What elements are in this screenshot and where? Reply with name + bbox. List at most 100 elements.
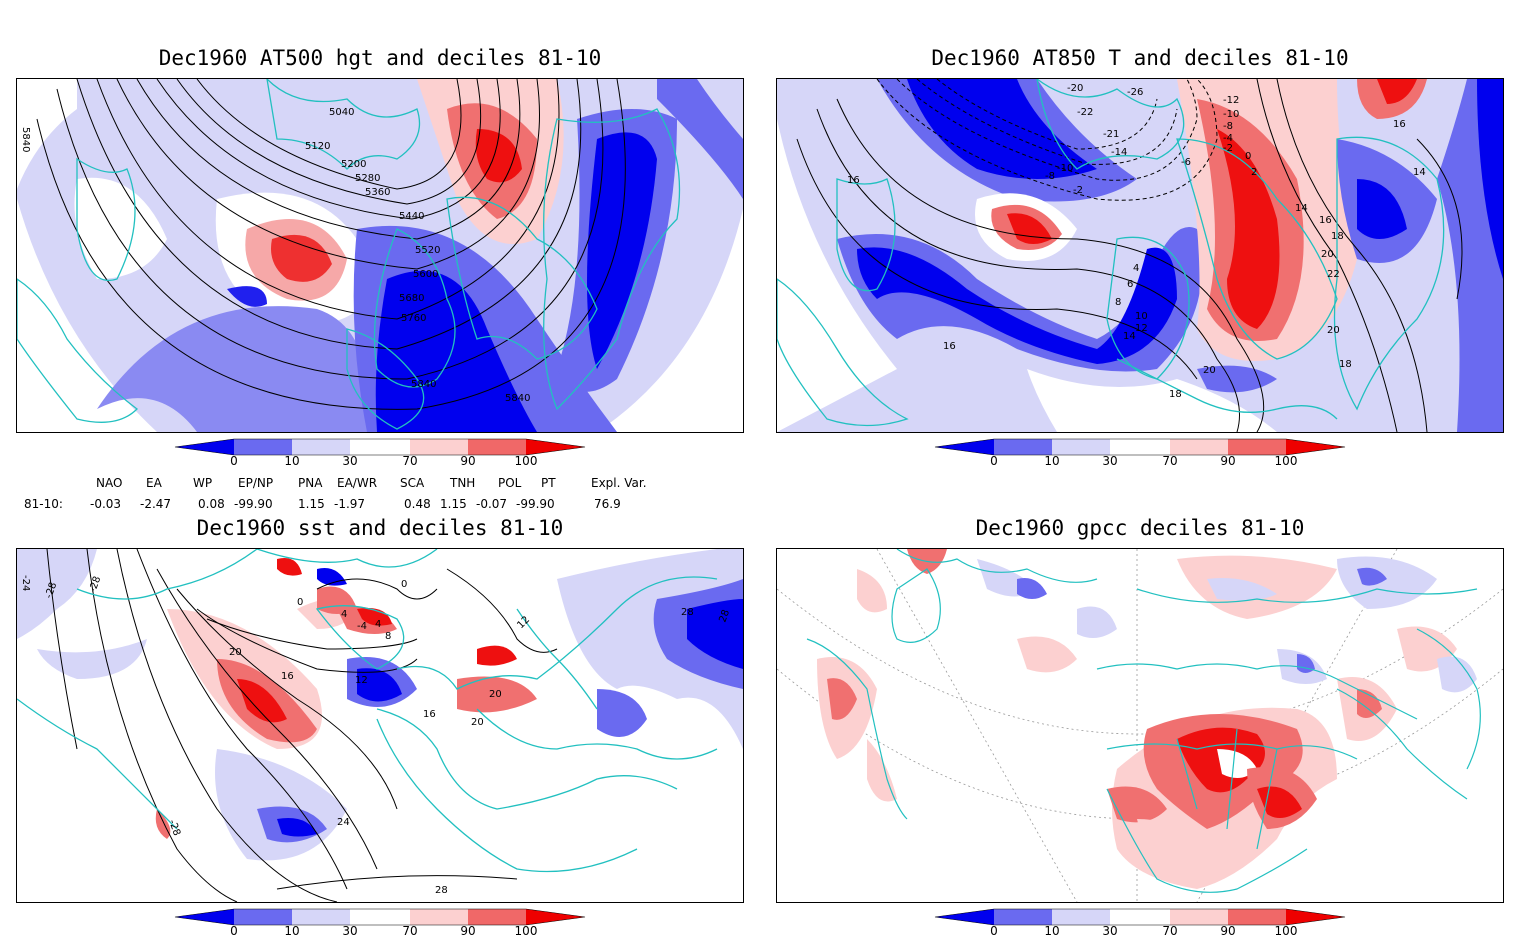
- t-label-17: 14: [1295, 203, 1308, 214]
- cbar-seg-2: [1052, 909, 1110, 925]
- cbar-seg-1: [994, 909, 1052, 925]
- sst-label-20: -28: [166, 818, 182, 837]
- cbar-seg-4: [1170, 909, 1228, 925]
- hgt-label-5680: 5680: [399, 293, 424, 304]
- cbar-tick-10: 10: [1044, 924, 1060, 938]
- cbar-tick-10: 10: [284, 924, 300, 938]
- cbar-tick-100: 100: [1274, 454, 1298, 468]
- cbar-seg-5: [1228, 909, 1286, 925]
- t-label-31: 6: [1127, 279, 1133, 290]
- cbar-seg-0: [935, 439, 994, 455]
- panel-4-title: Dec1960 gpcc deciles 81-10: [975, 516, 1305, 540]
- t-label-11: -6: [1181, 157, 1191, 168]
- t-label-22: 22: [1327, 269, 1340, 280]
- index-value-pt: -99.90: [516, 497, 555, 511]
- t-label-29: 10: [1135, 311, 1148, 322]
- t-label-2: -26: [1127, 87, 1143, 98]
- cbar-seg-6: [1286, 909, 1345, 925]
- index-header-pna: PNA: [298, 476, 323, 490]
- cbar-tick-30: 30: [342, 454, 358, 468]
- index-value-nao: -0.03: [90, 497, 122, 511]
- t-label-14: -10: [1057, 163, 1073, 174]
- index-header-wp: WP: [193, 476, 213, 490]
- index-header-ea: EA: [146, 476, 162, 490]
- hgt-label-5200: 5200: [341, 159, 366, 170]
- t-label-28: 12: [1135, 323, 1148, 334]
- cbar-seg-4: [410, 909, 468, 925]
- t-label-6: -8: [1223, 121, 1233, 132]
- t-label-27: 14: [1123, 331, 1136, 342]
- sst-label-14: 20: [489, 689, 502, 700]
- sst-label-10: 16: [281, 671, 294, 682]
- t-label-20: 18: [1331, 231, 1344, 242]
- t-label-10: 2: [1251, 167, 1257, 178]
- index-header-pol: POL: [498, 476, 522, 490]
- t-label-5: -10: [1223, 109, 1239, 120]
- colorbar-panel-2: 0 10 30 70 90 100: [930, 438, 1350, 470]
- sst-label-1: -24: [20, 575, 31, 591]
- cbar-seg-6: [1286, 439, 1345, 455]
- hgt-label-5840-c: 5840: [20, 127, 31, 152]
- cbar-tick-100: 100: [514, 924, 538, 938]
- t-label-12: -14: [1111, 147, 1127, 158]
- cbar-tick-0: 0: [230, 924, 238, 938]
- cbar-seg-2: [292, 439, 350, 455]
- t-label-30: 8: [1115, 297, 1121, 308]
- sst-label-6: 4: [341, 609, 347, 620]
- sst-label-11: 20: [229, 647, 242, 658]
- cbar-tick-10: 10: [1044, 454, 1060, 468]
- t-label-15: -8: [1045, 171, 1055, 182]
- sst-label-13: 16: [423, 709, 436, 720]
- index-header-tnh: TNH: [450, 476, 476, 490]
- panel-3-title: Dec1960 sst and deciles 81-10: [196, 516, 564, 540]
- cbar-seg-3: [350, 909, 410, 925]
- t-label-16: -2: [1073, 185, 1083, 196]
- t-label-4: -12: [1223, 95, 1239, 106]
- t-label-33: 16: [847, 175, 860, 186]
- t-label-25: 18: [1169, 389, 1182, 400]
- hgt-label-5520: 5520: [415, 245, 440, 256]
- hgt-label-5360: 5360: [365, 187, 390, 198]
- cbar-tick-30: 30: [1102, 924, 1118, 938]
- cbar-seg-3: [1110, 439, 1170, 455]
- index-value-pna: 1.15: [298, 497, 325, 511]
- panel-2-map: -20 -26 -22 -12 -10 -8 -4 -2 0 2 -6 -14 …: [776, 78, 1504, 433]
- cbar-seg-4: [410, 439, 468, 455]
- colorbar-panel-3: 0 10 30 70 90 100: [170, 908, 590, 940]
- cbar-tick-90: 90: [1220, 924, 1236, 938]
- cbar-tick-100: 100: [1274, 924, 1298, 938]
- hgt-label-5840-a: 5840: [411, 379, 436, 390]
- cbar-tick-70: 70: [402, 454, 418, 468]
- cbar-seg-5: [1228, 439, 1286, 455]
- index-header-pt: PT: [541, 476, 556, 490]
- panel-4-map: [776, 548, 1504, 903]
- cbar-tick-0: 0: [990, 924, 998, 938]
- hgt-label-5120: 5120: [305, 141, 330, 152]
- cbar-seg-6: [526, 439, 585, 455]
- index-header-sca: SCA: [400, 476, 425, 490]
- hgt-label-5840-b: 5840: [505, 393, 530, 404]
- cbar-seg-2: [1052, 439, 1110, 455]
- index-header-nao: NAO: [96, 476, 123, 490]
- t-label-26: 18: [1339, 359, 1352, 370]
- t-label-3: -22: [1077, 107, 1093, 118]
- panel-1-map: 5040 5120 5200 5280 5360 5440 5520 5600 …: [16, 78, 744, 433]
- t-label-9: 0: [1245, 151, 1251, 162]
- cbar-seg-3: [350, 439, 410, 455]
- colorbar-panel-1: 0 10 30 70 90 100: [170, 438, 590, 470]
- cbar-tick-0: 0: [230, 454, 238, 468]
- sst-label-19: 28: [681, 607, 694, 618]
- sst-label-8: 4: [375, 619, 381, 630]
- sst-label-15: 20: [471, 717, 484, 728]
- sst-label-2: -28: [43, 581, 59, 600]
- cbar-tick-30: 30: [342, 924, 358, 938]
- cbar-tick-70: 70: [1162, 454, 1178, 468]
- colorbar-panel-4: 0 10 30 70 90 100: [930, 908, 1350, 940]
- cbar-seg-0: [175, 439, 234, 455]
- index-value-wp: 0.08: [198, 497, 225, 511]
- cbar-seg-1: [994, 439, 1052, 455]
- sst-label-4: 0: [297, 597, 303, 608]
- t-label-19: 16: [1393, 119, 1406, 130]
- sst-label-5: 0: [401, 579, 407, 590]
- t-label-21: 20: [1321, 249, 1334, 260]
